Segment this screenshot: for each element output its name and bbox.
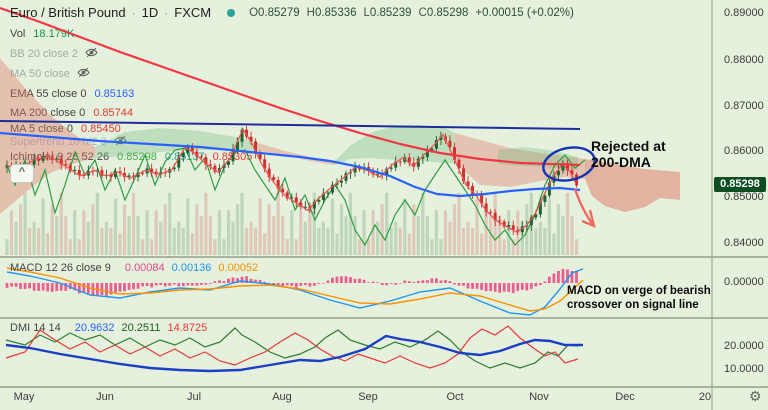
indicator-value: 0.00084 [124, 262, 165, 274]
indicator-value: 20.2511 [121, 322, 161, 334]
ohlc-readout: O0.85279 H0.85336 L0.85239 C0.85298 +0.0… [249, 6, 574, 19]
indicator-value: 20.9632 [74, 322, 115, 334]
legend-label: Vol [10, 27, 26, 40]
dmi-legend[interactable]: DMI 14 14 20.9632 20.2511 14.8725 [10, 322, 207, 334]
legend-row[interactable]: MA 200 close 0 0.85744 [10, 105, 133, 120]
change-value: +0.00015 (+0.02%) [475, 6, 574, 19]
exchange-label: FXCM [174, 5, 212, 20]
settings-gear-icon[interactable]: ⚙ [749, 388, 762, 404]
price-tick-label: 0.86000 [724, 145, 764, 157]
market-status-dot-icon [227, 8, 236, 17]
separator-dot: · [164, 5, 169, 20]
eye-off-icon[interactable] [76, 66, 91, 82]
time-tick-label: Jun [96, 391, 114, 403]
price-tick-label: 0.89000 [724, 7, 764, 19]
macd-legend[interactable]: MACD 12 26 close 9 0.00084 0.00136 0.00052 [10, 262, 258, 274]
high-value: 0.85336 [314, 6, 357, 19]
macd-title: MACD 12 26 close 9 [10, 262, 111, 274]
low-value: 0.85239 [369, 6, 412, 19]
time-tick-label: Sep [358, 391, 378, 403]
dmi-title: DMI 14 14 [10, 322, 61, 334]
indicator-value: 0.00136 [171, 262, 212, 274]
rejection-ellipse-drawing [542, 146, 596, 182]
close-value: 0.85298 [426, 6, 469, 19]
indicator-value: 0.00052 [218, 262, 259, 274]
time-tick-label: Jul [186, 391, 202, 403]
price-tick-label: 0.84000 [724, 237, 764, 249]
chart-header: Euro / British Pound · 1D · FXCM O0.8527… [10, 5, 574, 20]
dmi-axis-label: 20.0000 [724, 340, 764, 352]
legend-value: 0.85744 [93, 106, 133, 119]
macd-annotation-text: MACD on verge of bearish crossover on si… [567, 285, 711, 311]
legend-label: BB 20 close 2 [10, 47, 78, 60]
legend-label: MA 5 close 0 [10, 123, 73, 135]
legend-row[interactable]: EMA 55 close 0 0.85163 [10, 86, 134, 101]
indicator-value: 14.8725 [167, 322, 208, 334]
legend-value: 0.85450 [80, 122, 121, 135]
legend-row[interactable]: BB 20 close 2 [10, 46, 99, 61]
legend-label: MA 200 close 0 [10, 107, 85, 119]
symbol-title[interactable]: Euro / British Pound [10, 5, 126, 20]
rejection-annotation-text: Rejected at 200-DMA [591, 138, 666, 170]
legend-label: MA 50 close [10, 67, 70, 80]
price-tick-label: 0.87000 [724, 100, 764, 112]
dmi-axis-label: 10.0000 [724, 363, 764, 375]
time-tick-label: Dec [615, 391, 635, 403]
legend-label: EMA 55 close 0 [10, 87, 87, 100]
time-tick-label: Aug [272, 391, 292, 403]
open-value: 0.85279 [258, 6, 300, 19]
time-tick-label: 20 [698, 391, 712, 403]
time-tick-label: Nov [529, 391, 549, 403]
down-arrow-drawing [573, 188, 595, 227]
timeframe-selector[interactable]: 1D [141, 5, 159, 20]
time-tick-label: Oct [446, 391, 464, 403]
separator-dot: · [131, 5, 136, 20]
last-price-badge: 0.85298 [714, 177, 766, 192]
price-tick-label: 0.85000 [724, 191, 764, 203]
legend-row[interactable]: MA 5 close 0 0.85450 [10, 121, 121, 136]
legend-row[interactable]: MA 50 close [10, 66, 91, 81]
time-tick-label: May [13, 391, 35, 403]
eye-off-icon[interactable] [84, 46, 99, 62]
price-tick-label: 0.88000 [724, 54, 764, 66]
legend-value: 0.85163 [94, 87, 135, 100]
pane-collapse-button[interactable]: ^ [10, 164, 34, 183]
macd-axis-label: 0.00000 [724, 276, 764, 288]
